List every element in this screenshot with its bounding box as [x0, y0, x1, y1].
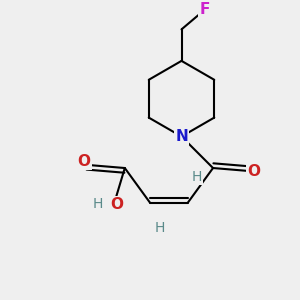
Text: O: O: [77, 154, 90, 169]
Text: N: N: [175, 129, 188, 144]
Text: H: H: [192, 170, 202, 184]
Text: H: H: [93, 197, 103, 211]
Text: F: F: [199, 2, 210, 17]
Text: O: O: [110, 197, 123, 212]
Text: H: H: [154, 221, 165, 235]
Text: O: O: [248, 164, 260, 179]
